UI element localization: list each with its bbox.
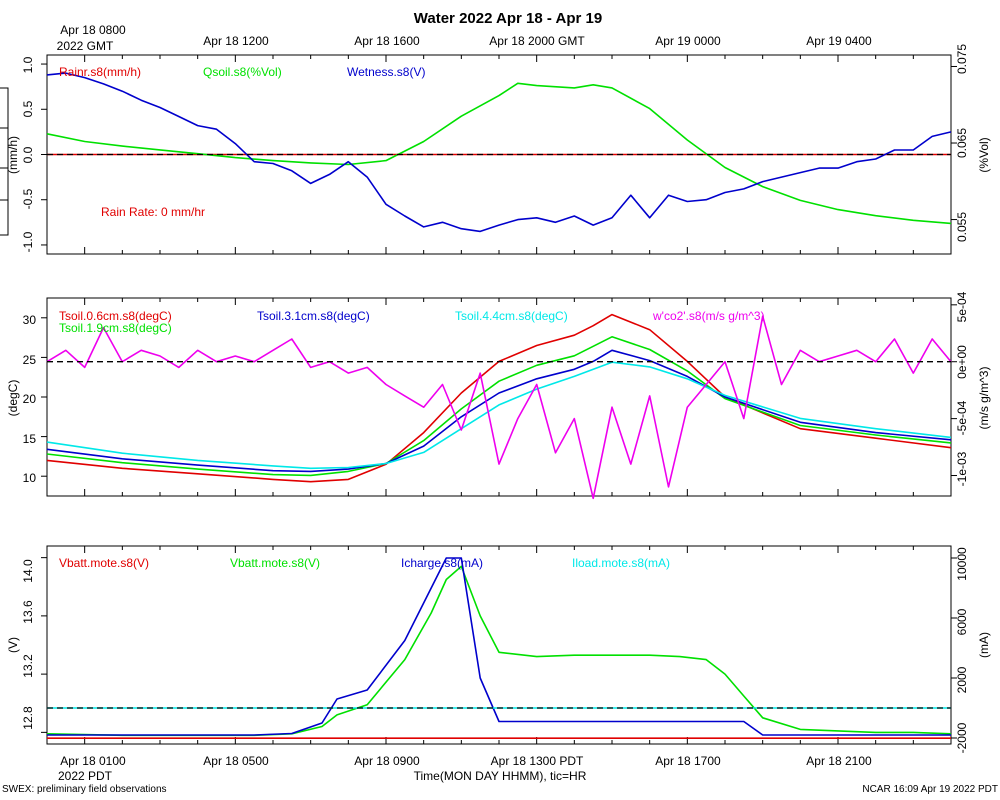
legend-vbatt-red: Vbatt.mote.s8(V) xyxy=(59,556,149,570)
right-axis-tick-label: -2000 xyxy=(955,722,969,753)
axis-ticks xyxy=(41,298,957,496)
left-axis-tick-label: 10 xyxy=(23,471,37,485)
legend-rainr: Rainr.s8(mm/h) xyxy=(59,65,141,79)
left-axis-tick-label: 30 xyxy=(23,313,37,327)
legend-iload: Iload.mote.s8(mA) xyxy=(572,556,670,570)
left-axis-tick-label: 15 xyxy=(23,432,37,446)
left-axis-tick-label: 0.5 xyxy=(21,100,35,117)
bottom-axis-tick-label: Apr 18 1700 xyxy=(655,754,721,768)
series-line-icharge-s8-ma xyxy=(47,557,951,736)
legend-qsoil: Qsoil.s8(%Vol) xyxy=(203,65,282,79)
left-axis-tick-label: 13.6 xyxy=(21,600,35,624)
legend-tsoil-0-6: Tsoil.0.6cm.s8(degC) xyxy=(59,309,172,323)
right-axis-tick-label: 5e-04 xyxy=(955,291,969,322)
legend-wetness: Wetness.s8(V) xyxy=(347,65,425,79)
axis-ticks xyxy=(41,546,957,744)
series-group xyxy=(46,72,952,233)
series-line-tsoil-4-4cm-s8-degc xyxy=(46,361,952,470)
legend-vbatt-green: Vbatt.mote.s8(V) xyxy=(230,556,320,570)
chart-title: Water 2022 Apr 18 - Apr 19 xyxy=(414,10,602,27)
left-axis-label: (V) xyxy=(6,637,20,653)
top-axis: Apr 18 0800 2022 GMT Apr 18 1200 Apr 18 … xyxy=(57,23,872,53)
legend-tsoil-4-4: Tsoil.4.4cm.s8(degC) xyxy=(455,309,568,323)
panel-temperature: 10 15 20 25 30 (degC) -1e-03 -5e-04 0e+0… xyxy=(6,291,991,500)
left-edge-frame xyxy=(0,87,9,236)
left-axis-tick-label: 1.0 xyxy=(21,56,35,73)
series-line-tsoil-3-1cm-s8-degc xyxy=(46,349,952,473)
top-axis-tick-label: Apr 18 1200 xyxy=(203,34,269,48)
bottom-axis-tick-label: Apr 18 0900 xyxy=(354,754,420,768)
series-line-w-co2-s8-m-s-g-m-3 xyxy=(46,315,952,500)
top-axis-tick-label: Apr 19 0400 xyxy=(806,34,872,48)
left-axis-tick-label: 0.0 xyxy=(21,146,35,163)
series-group xyxy=(46,313,952,500)
legend-wco2: w'co2'.s8(m/s g/m^3) xyxy=(652,309,765,323)
left-axis-tick-label: 12.8 xyxy=(21,706,35,730)
legend-tsoil-1-9: Tsoil.1.9cm.s8(degC) xyxy=(59,321,172,335)
panel-water: -1.0 -0.5 0.0 0.5 1.0 (mm/h) 0.055 0.065… xyxy=(6,44,991,255)
left-axis-tick-label: 13.2 xyxy=(21,654,35,678)
footer-left: SWEX: preliminary field observations xyxy=(2,784,167,795)
bottom-axis: Apr 18 0100 2022 PDT Apr 18 0500 Apr 18 … xyxy=(58,754,872,783)
left-axis-tick-label: 25 xyxy=(23,353,37,367)
top-axis-tick-label: Apr 19 0000 xyxy=(655,34,721,48)
left-axis-tick-label: 14.0 xyxy=(21,559,35,583)
right-axis-tick-label: -1e-03 xyxy=(955,451,969,486)
bottom-axis-tick-label: Apr 18 0500 xyxy=(203,754,269,768)
right-axis-tick-label: 6000 xyxy=(955,608,969,635)
top-axis-tick-label: Apr 18 1600 xyxy=(354,34,420,48)
right-axis-tick-label: 0e+00 xyxy=(955,345,969,379)
panel-power: 12.8 13.2 13.6 14.0 (V) -2000 2000 6000 … xyxy=(6,545,991,753)
left-axis-tick-label: 20 xyxy=(23,392,37,406)
right-axis-tick-label: 10000 xyxy=(955,547,969,581)
rain-rate-annotation: Rain Rate: 0 mm/hr xyxy=(101,205,205,219)
left-axis-label: (degC) xyxy=(6,380,20,417)
axis-ticks xyxy=(41,55,957,254)
top-axis-tick-label: Apr 18 0800 xyxy=(60,23,126,37)
left-axis-tick-label: -0.5 xyxy=(21,188,35,209)
bottom-axis-sub-label: 2022 PDT xyxy=(58,769,113,783)
right-axis-tick-label: 0.065 xyxy=(955,128,969,158)
legend-tsoil-3-1: Tsoil.3.1cm.s8(degC) xyxy=(257,309,370,323)
bottom-axis-tick-label: Apr 18 1300 PDT xyxy=(491,754,584,768)
series-line-vbatt-mote-s8-v-green xyxy=(46,565,952,737)
bottom-axis-tick-label: Apr 18 0100 xyxy=(60,754,126,768)
legend-icharge: Icharge.s8(mA) xyxy=(401,556,483,570)
bottom-axis-tick-label: Apr 18 2100 xyxy=(806,754,872,768)
right-axis-tick-label: -5e-04 xyxy=(955,400,969,435)
top-axis-tick-label: Apr 18 2000 GMT xyxy=(489,34,585,48)
right-axis-label: (mA) xyxy=(977,632,991,658)
right-axis-tick-label: 2000 xyxy=(955,666,969,693)
series-line-tsoil-0-6cm-s8-degc xyxy=(46,313,952,483)
series-line-wetness-s8-v xyxy=(46,72,952,233)
bottom-axis-label: Time(MON DAY HHMM), tic=HR xyxy=(414,769,587,783)
top-axis-sub-label: 2022 GMT xyxy=(57,39,114,53)
left-axis-label: (mm/h) xyxy=(6,136,20,174)
right-axis-label: (%Vol) xyxy=(977,137,991,172)
series-group xyxy=(46,557,952,740)
right-axis-tick-label: 0.075 xyxy=(955,44,969,74)
right-axis-label: (m/s g/m^3) xyxy=(977,367,991,430)
footer-right: NCAR 16:09 Apr 19 2022 PDT xyxy=(862,784,998,795)
left-axis-tick-label: -1.0 xyxy=(21,231,35,252)
right-axis-tick-label: 0.055 xyxy=(955,212,969,242)
